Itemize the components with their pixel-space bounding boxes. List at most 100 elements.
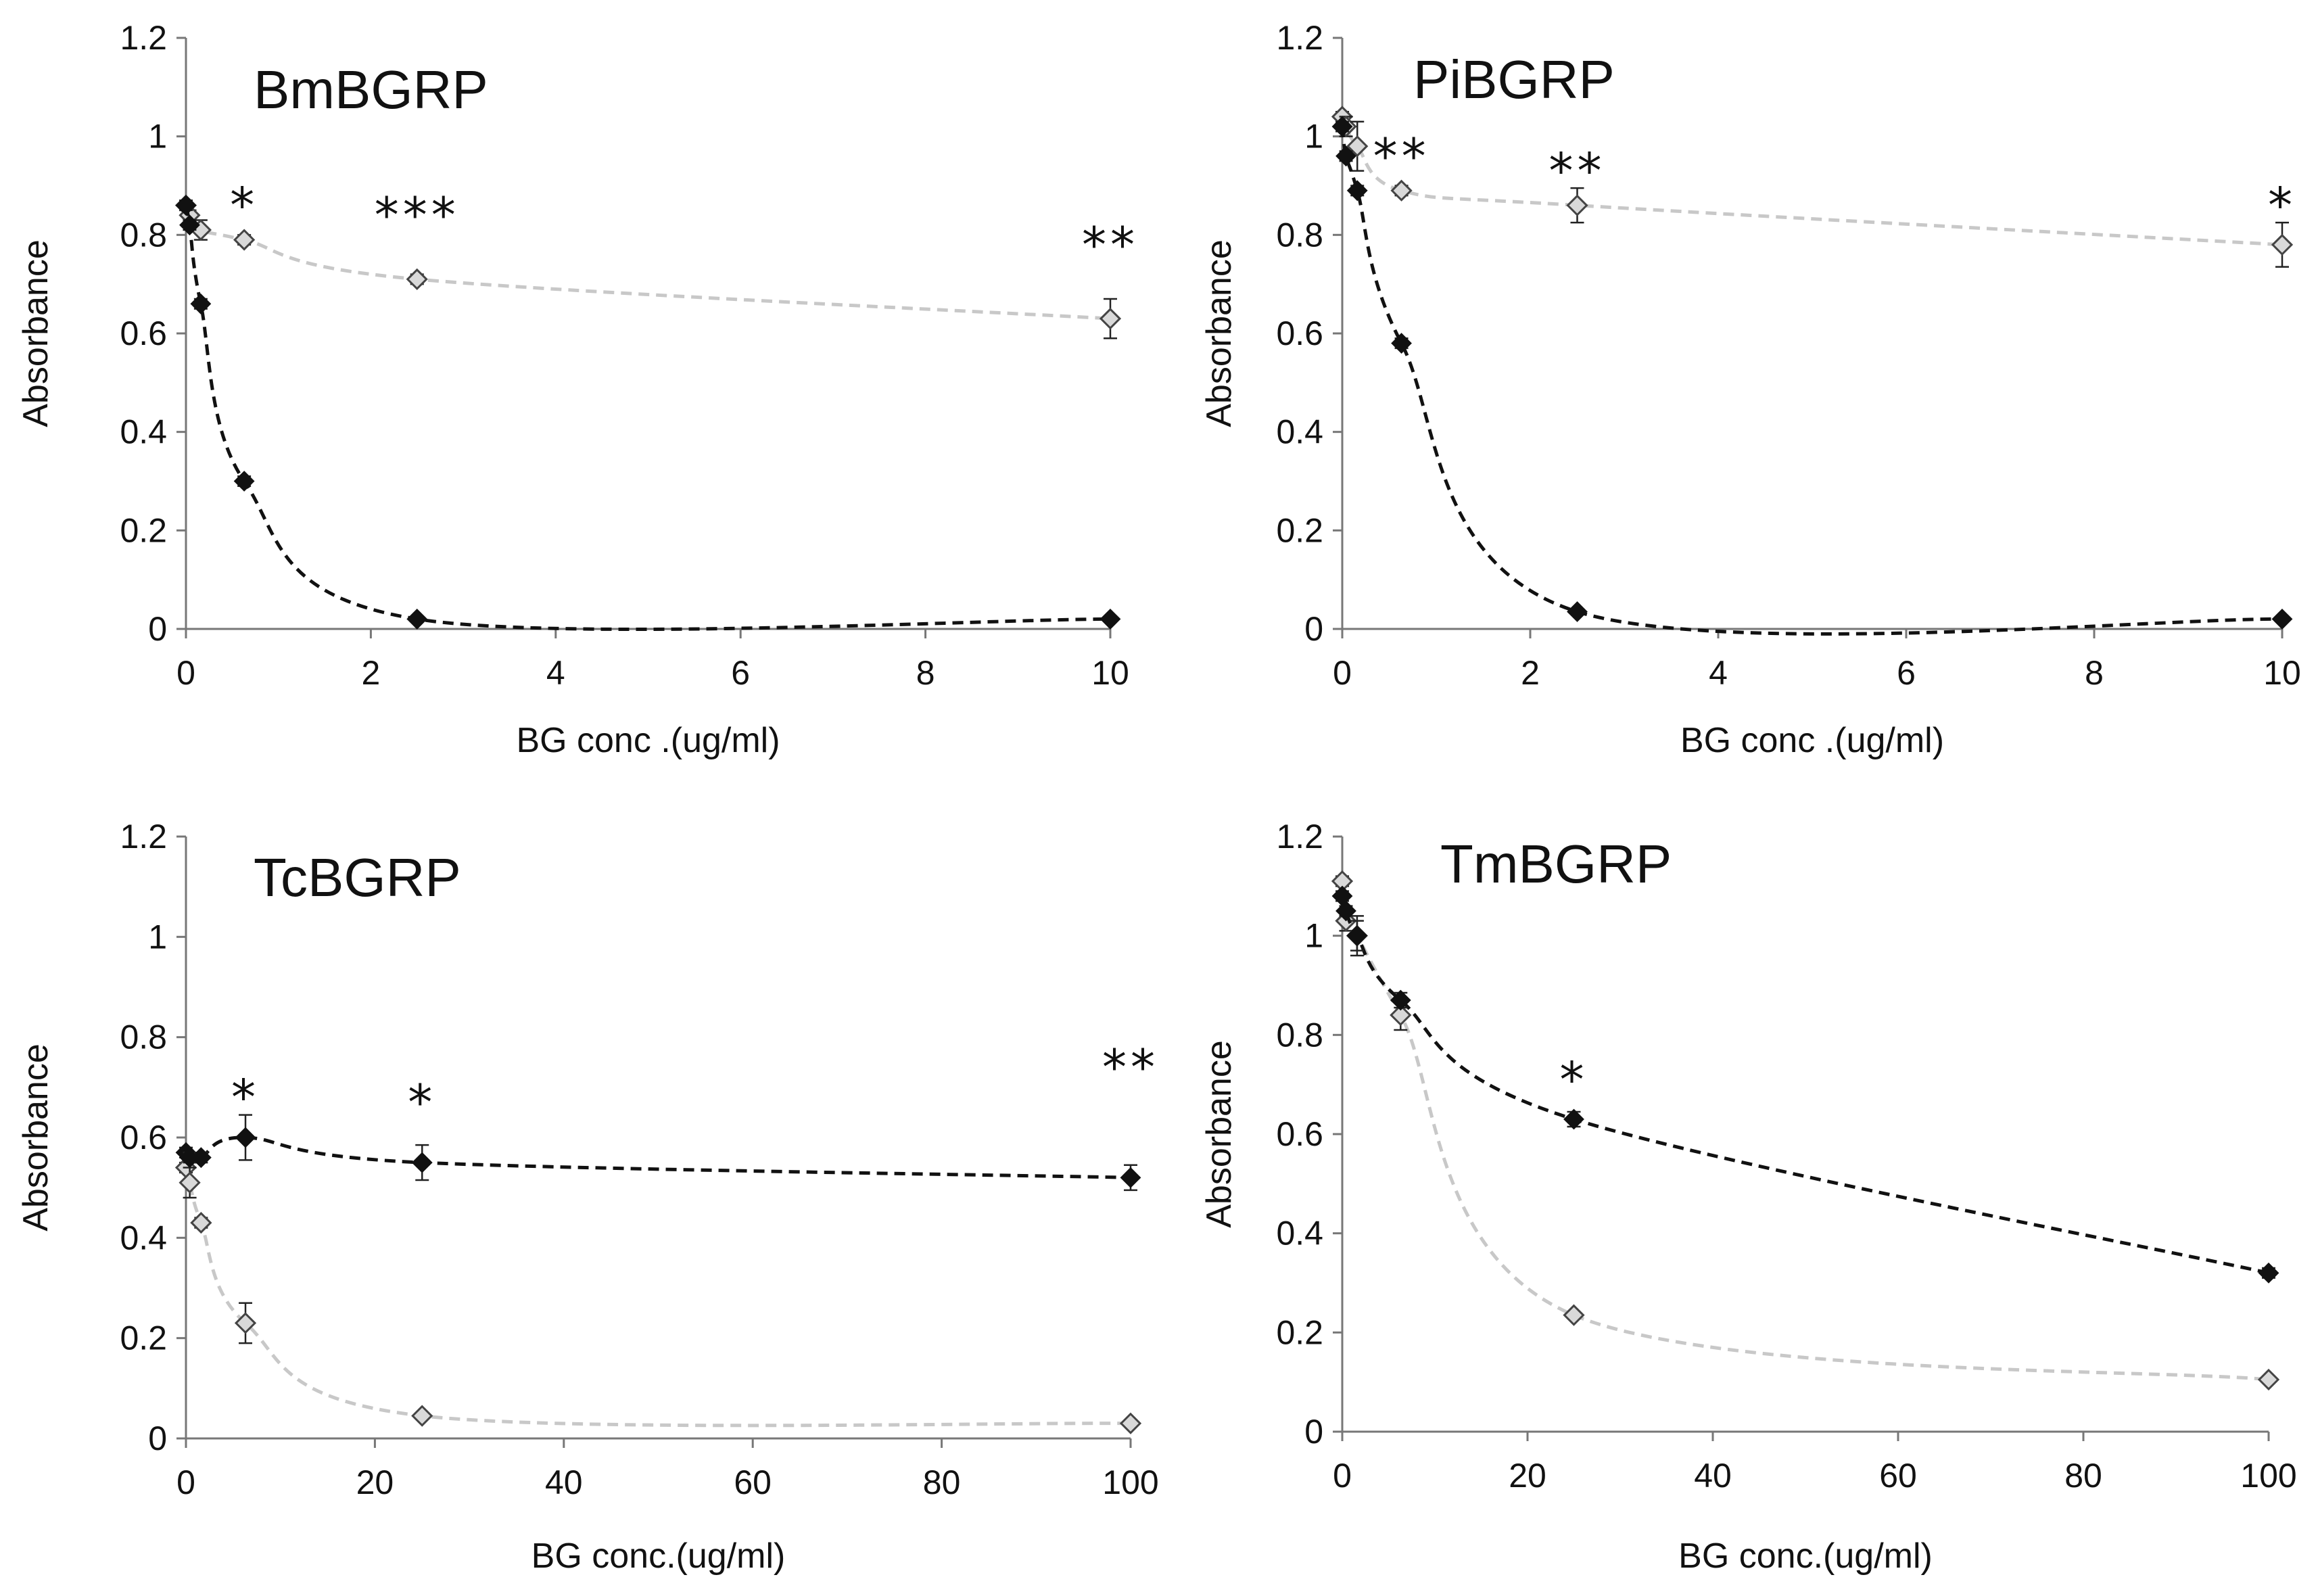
data-point-filled-diamond	[411, 1152, 433, 1173]
chart-panel-2: 0 0.2 0.4 0.6 0.8 1 1.2 0 2 4 6 8 10 PiBGRP BG conc .(…	[1200, 19, 2301, 760]
x-tick-label: 8	[916, 654, 935, 692]
significance-label: **	[1102, 1039, 1159, 1096]
x-tick-label: 6	[1897, 654, 1916, 692]
x-tick-label: 60	[734, 1463, 772, 1501]
y-tick-label: 0.8	[1276, 216, 1323, 254]
data-point-filled-diamond	[406, 609, 428, 630]
series-line	[184, 205, 1111, 632]
y-tick-label: 0.4	[1276, 413, 1323, 451]
series-filled	[175, 1114, 1141, 1192]
y-tick-label: 1.2	[1276, 818, 1323, 855]
x-axis-label: BG conc.(ug/ml)	[531, 1536, 786, 1576]
x-tick-label: 10	[2263, 654, 2301, 692]
data-point-filled-diamond	[233, 471, 255, 492]
y-tick-label: 0	[148, 1419, 167, 1457]
y-axis-label: Absorbance	[1200, 239, 1239, 427]
x-tick-label: 40	[1694, 1457, 1732, 1495]
data-point-open-diamond	[2257, 1368, 2280, 1391]
y-tick-label: 0.4	[120, 413, 167, 451]
y-tick-label: 0.4	[120, 1219, 167, 1257]
data-point-open-diamond	[411, 1405, 433, 1427]
data-point-open-diamond	[1566, 194, 1588, 216]
data-point-filled-diamond	[1563, 1108, 1584, 1130]
data-point-filled-diamond	[1331, 116, 1353, 137]
series-open	[174, 1156, 1142, 1434]
chart-panel-4: 0 0.2 0.4 0.6 0.8 1 1.2 0 20 40 60 80 100 TmBGRP BG co…	[1200, 818, 2297, 1576]
data-point-filled-diamond	[179, 214, 200, 236]
x-tick-label: 2	[1521, 654, 1540, 692]
data-point-filled-diamond	[175, 195, 197, 216]
data-point-open-diamond	[1099, 308, 1122, 330]
significance-label: ***	[375, 187, 460, 243]
series-filled	[1331, 116, 2293, 636]
y-tick-label: 0.6	[120, 314, 167, 352]
series-line	[184, 204, 1111, 321]
series-line	[1340, 895, 2269, 1275]
x-tick-label: 6	[731, 654, 750, 692]
y-tick-label: 0.6	[120, 1119, 167, 1156]
data-point-filled-diamond	[1346, 925, 1368, 947]
data-point-open-diamond	[1119, 1412, 1142, 1434]
x-tick-label: 0	[1333, 1457, 1352, 1495]
x-tick-label: 20	[1509, 1457, 1546, 1495]
x-tick-label: 40	[545, 1463, 583, 1501]
y-tick-label: 0.6	[1276, 1115, 1323, 1153]
y-tick-label: 0	[1304, 1413, 1323, 1451]
data-point-open-diamond	[1390, 179, 1413, 202]
y-tick-label: 1	[1304, 118, 1323, 156]
y-tick-label: 0.8	[1276, 1016, 1323, 1054]
x-axis-label: BG conc .(ug/ml)	[516, 721, 780, 760]
y-tick-label: 0.8	[120, 1018, 167, 1056]
data-point-filled-diamond	[1390, 989, 1411, 1011]
chart-panel-3: 0 0.2 0.4 0.6 0.8 1 1.2 0 20 40 60 80 100 TcBGRP BG co…	[16, 818, 1159, 1576]
x-tick-label: 60	[1879, 1457, 1917, 1495]
x-tick-label: 0	[176, 1463, 195, 1501]
y-tick-label: 1	[148, 918, 167, 956]
x-tick-label: 4	[546, 654, 565, 692]
y-axis-label: Absorbance	[1200, 1040, 1239, 1228]
data-point-filled-diamond	[1567, 601, 1588, 622]
x-tick-label: 10	[1091, 654, 1129, 692]
series-line	[184, 1167, 1131, 1428]
data-point-open-diamond	[190, 1211, 212, 1234]
x-tick-label: 4	[1709, 654, 1728, 692]
y-axis-label: Absorbance	[16, 239, 55, 427]
series-open	[174, 194, 1122, 339]
significance-label: **	[1082, 216, 1139, 273]
data-point-filled-diamond	[1331, 885, 1353, 907]
data-point-filled-diamond	[1120, 1167, 1141, 1188]
significance-label: *	[2268, 177, 2296, 234]
chart-title: BmBGRP	[254, 60, 488, 120]
x-tick-label: 2	[361, 654, 380, 692]
x-tick-label: 0	[1333, 654, 1352, 692]
y-tick-label: 0.4	[1276, 1215, 1323, 1252]
data-point-filled-diamond	[1335, 145, 1356, 167]
data-point-open-diamond	[234, 1312, 257, 1334]
significance-label: *	[1560, 1051, 1588, 1108]
series-line	[1340, 126, 2283, 636]
y-tick-label: 0.2	[120, 511, 167, 549]
significance-label: **	[1549, 143, 1606, 200]
y-tick-label: 0.2	[1276, 511, 1323, 549]
data-point-filled-diamond	[1391, 333, 1412, 354]
y-tick-label: 0	[1304, 610, 1323, 648]
y-tick-label: 1.2	[1276, 19, 1323, 57]
y-tick-label: 0	[148, 610, 167, 648]
x-tick-label: 100	[1102, 1463, 1158, 1501]
x-axis-label: BG conc.(ug/ml)	[1678, 1536, 1933, 1576]
significance-label: *	[231, 1069, 260, 1126]
series-line	[1340, 116, 2283, 247]
series-filled	[175, 195, 1121, 632]
chart-panel-1: 0 0.2 0.4 0.6 0.8 1 1.2 0 2 4 6 8 10 BmBGRP BG conc .(…	[16, 19, 1139, 760]
significance-label: **	[1373, 128, 1430, 185]
series-open	[1331, 105, 2294, 268]
series-line	[1340, 881, 2269, 1382]
series-open	[1331, 870, 2280, 1391]
x-tick-label: 80	[923, 1463, 961, 1501]
data-point-filled-diamond	[1099, 609, 1121, 630]
data-point-filled-diamond	[190, 293, 212, 314]
y-tick-label: 1.2	[120, 19, 167, 57]
significance-label: *	[230, 177, 258, 234]
chart-title: PiBGRP	[1413, 49, 1615, 110]
